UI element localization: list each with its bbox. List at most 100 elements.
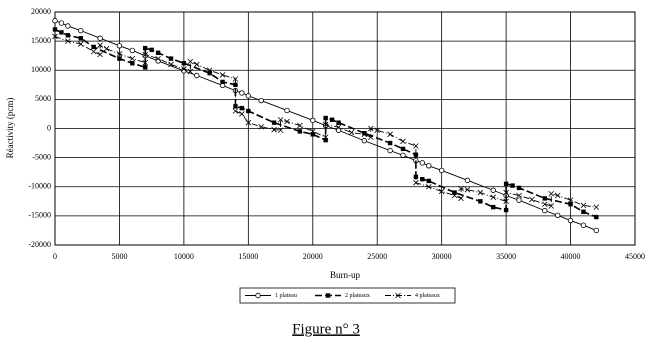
point — [542, 196, 547, 201]
point — [542, 207, 548, 214]
point — [361, 138, 368, 144]
point — [400, 152, 406, 158]
point — [374, 127, 381, 134]
point — [297, 129, 303, 134]
point — [277, 116, 284, 123]
point — [233, 104, 238, 109]
point — [362, 130, 367, 136]
point — [297, 122, 303, 129]
point — [129, 47, 136, 54]
point — [426, 163, 432, 169]
point — [425, 183, 432, 190]
point — [516, 197, 522, 203]
y-tick-label: 10000 — [31, 65, 51, 74]
point — [193, 61, 200, 68]
point — [529, 196, 535, 203]
point — [322, 134, 329, 141]
point — [329, 117, 335, 122]
point — [206, 67, 213, 74]
point — [438, 167, 445, 174]
point — [246, 108, 251, 114]
caption: Figure n° 3 — [292, 321, 360, 337]
point — [420, 176, 425, 182]
point — [310, 117, 316, 124]
point — [284, 107, 290, 114]
point — [567, 197, 574, 203]
point — [168, 56, 174, 61]
x-tick-label: 30000 — [432, 252, 452, 261]
point — [335, 127, 342, 133]
point — [413, 179, 419, 186]
point — [554, 192, 561, 199]
point — [503, 198, 509, 205]
x-tick-label: 10000 — [174, 252, 194, 261]
point — [554, 212, 561, 218]
x-tick-label: 5000 — [111, 252, 127, 261]
point — [258, 123, 265, 130]
point — [548, 203, 555, 209]
point — [97, 51, 103, 58]
point — [181, 66, 187, 72]
point — [258, 97, 264, 104]
point — [419, 160, 426, 166]
point — [323, 115, 328, 121]
point — [239, 105, 245, 111]
legend-marker — [255, 292, 261, 299]
point — [232, 108, 239, 114]
point — [239, 90, 245, 96]
point — [143, 65, 148, 70]
point — [116, 43, 123, 49]
point — [593, 227, 600, 234]
point — [77, 41, 84, 47]
point — [516, 185, 522, 191]
point — [580, 202, 587, 209]
point — [503, 181, 509, 187]
x-tick-label: 0 — [53, 252, 57, 261]
point — [91, 44, 96, 50]
point — [593, 204, 600, 210]
point — [541, 201, 548, 208]
y-tick-label: 0 — [47, 123, 51, 132]
point — [438, 188, 445, 195]
point — [400, 146, 406, 152]
y-tick-label: 5000 — [35, 94, 51, 103]
point — [232, 76, 239, 82]
point — [129, 55, 136, 62]
point — [78, 36, 83, 41]
plot-frame — [54, 11, 636, 246]
x-axis-title: Burn-up — [330, 270, 360, 280]
point — [65, 23, 71, 29]
point — [309, 128, 316, 135]
legend-box — [239, 287, 456, 304]
y-tick-label: 15000 — [31, 36, 51, 45]
point — [323, 137, 328, 143]
point — [116, 51, 123, 57]
x-tick-label: 20000 — [303, 252, 323, 261]
point — [142, 51, 149, 58]
point — [387, 140, 393, 146]
legend-marker — [395, 292, 401, 299]
legend-marker — [325, 293, 331, 298]
point — [490, 187, 496, 193]
point — [130, 61, 135, 66]
point — [187, 68, 194, 75]
point — [97, 42, 103, 48]
point — [451, 192, 458, 199]
point — [581, 209, 586, 214]
point — [387, 131, 393, 138]
y-tick-label: -5000 — [32, 152, 51, 161]
point — [245, 119, 252, 126]
point — [464, 186, 471, 193]
point — [567, 217, 574, 224]
point — [97, 35, 103, 41]
point — [52, 27, 58, 32]
point — [78, 27, 84, 34]
point — [478, 199, 483, 204]
point — [59, 30, 64, 35]
point — [490, 194, 497, 201]
point — [503, 189, 509, 196]
point — [284, 118, 290, 125]
point — [181, 61, 187, 66]
